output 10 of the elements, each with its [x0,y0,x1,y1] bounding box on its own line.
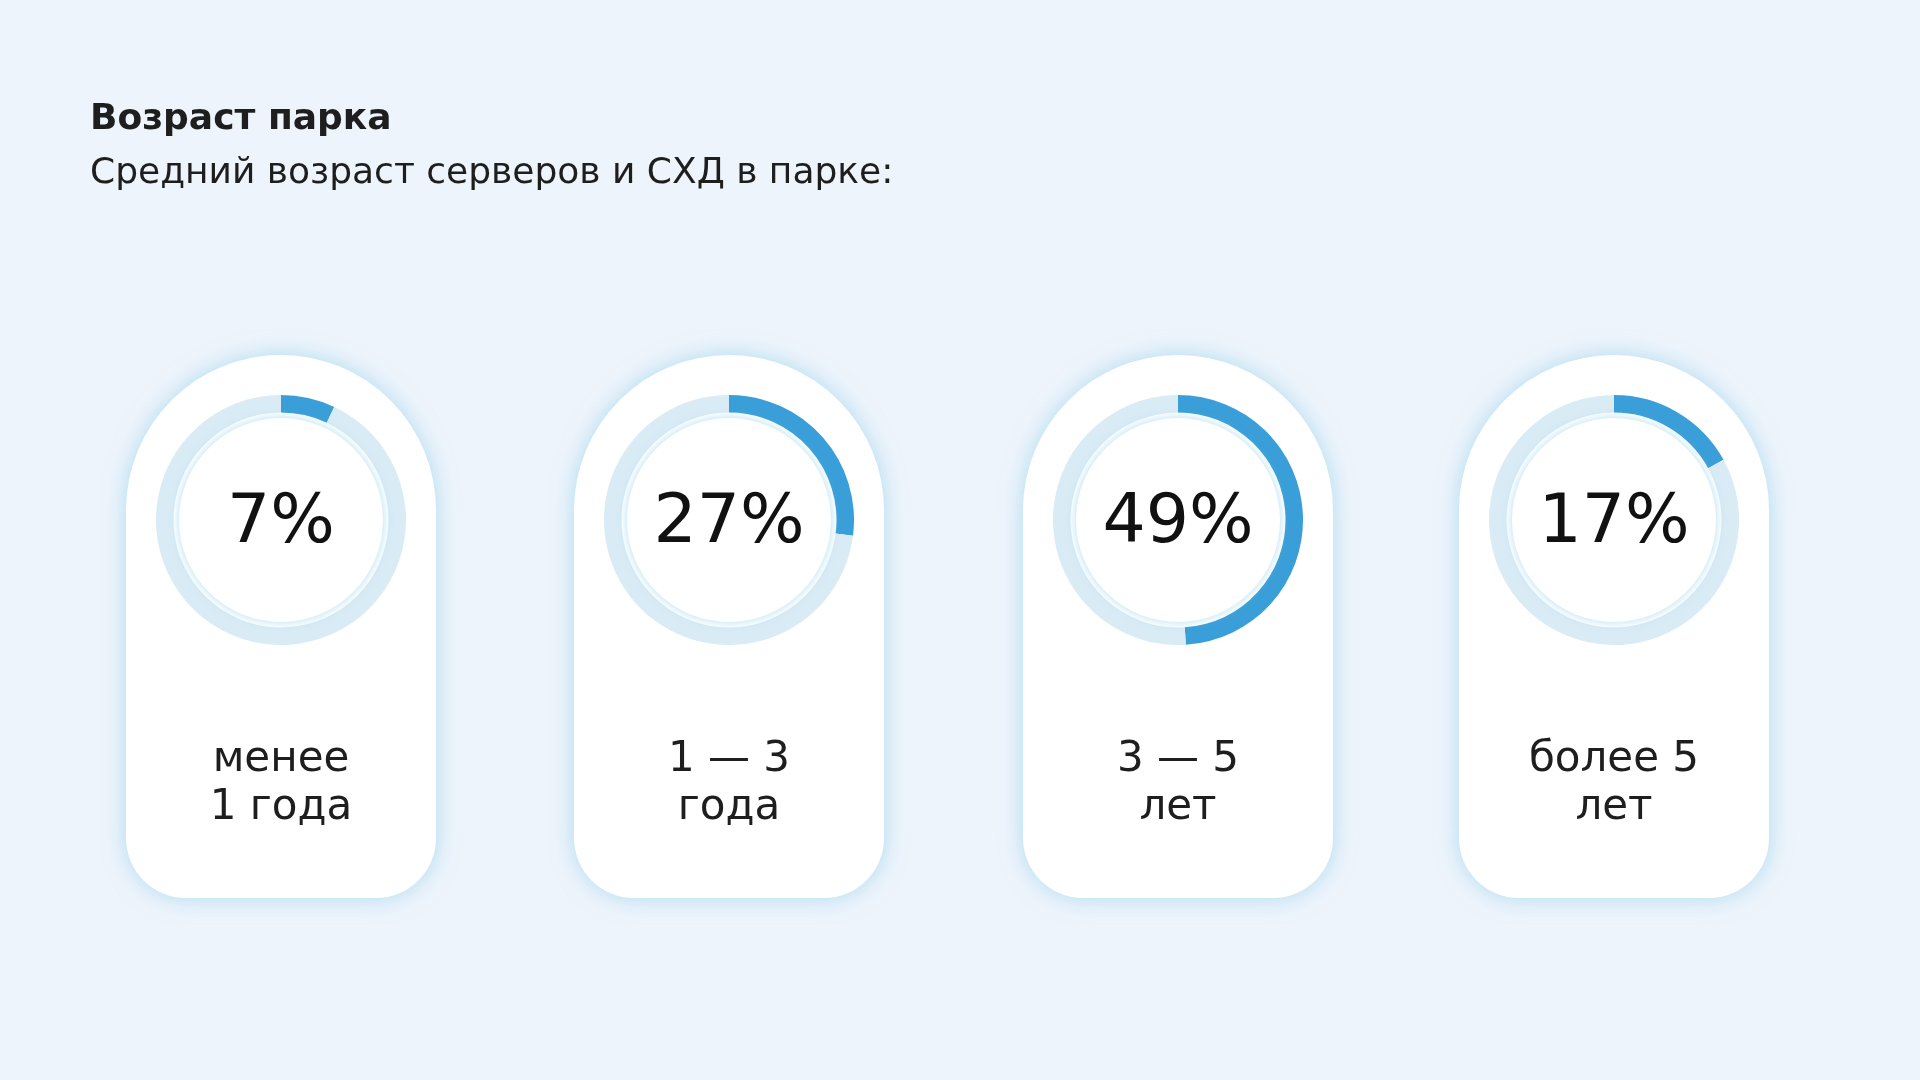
text: 3 — 5 лет [1115,732,1241,829]
text: более 5 лет [1527,732,1701,829]
text: Средний возраст серверов и СХД в парке: [90,150,894,191]
text: менее 1 года [208,732,354,829]
text: 1 — 3 года [666,732,792,829]
data-label: 7% [227,478,335,558]
data-label: 27% [653,478,805,558]
data-label: 17% [1538,478,1690,558]
data-label: 49% [1102,478,1254,558]
chart-title: Возраст парка [90,96,392,137]
